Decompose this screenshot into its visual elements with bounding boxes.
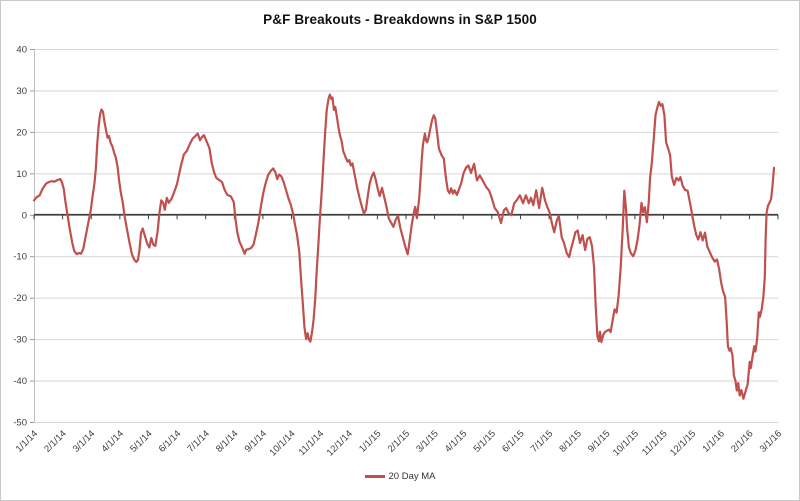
y-tick-label: 10 (16, 169, 27, 180)
x-tick-label: 12/1/15 (668, 428, 698, 458)
x-tick-label: 10/1/14 (267, 428, 297, 458)
x-tick-label: 10/1/15 (611, 428, 641, 458)
x-tick-label: 1/1/15 (357, 428, 383, 454)
x-tick-label: 12/1/14 (325, 428, 355, 458)
x-tick-label: 4/1/15 (443, 428, 469, 454)
y-tick-label: 20 (16, 127, 27, 138)
x-tick-label: 2/1/16 (729, 428, 755, 454)
x-tick-label: 1/1/14 (14, 428, 40, 454)
x-tick-label: 2/1/14 (42, 428, 68, 454)
y-tick-label: 30 (16, 86, 27, 97)
x-tick-label: 5/1/14 (128, 428, 154, 454)
y-tick-label: -20 (13, 293, 27, 304)
legend-line-swatch (364, 475, 385, 478)
x-tick-label: 7/1/14 (185, 428, 211, 454)
x-tick-label: 2/1/15 (386, 428, 412, 454)
x-tick-label: 6/1/15 (500, 428, 526, 454)
y-tick-label: 40 (16, 45, 27, 56)
x-tick-label: 8/1/15 (557, 428, 583, 454)
series-line-20-day-ma (32, 93, 776, 400)
x-tick-label: 9/1/15 (586, 428, 612, 454)
x-tick-label: 11/1/15 (640, 428, 670, 458)
x-tick-label: 9/1/14 (243, 428, 269, 454)
x-tick-label: 3/1/14 (71, 428, 97, 454)
x-tick-label: 4/1/14 (100, 428, 126, 454)
y-tick-label: -30 (13, 335, 27, 346)
y-tick-label: -50 (13, 418, 27, 429)
y-tick-label: 0 (22, 210, 27, 221)
x-tick-label: 7/1/15 (529, 428, 555, 454)
x-tick-label: 6/1/14 (157, 428, 183, 454)
y-tick-label: -40 (13, 376, 27, 387)
legend-label: 20 Day MA (388, 471, 436, 482)
x-tick-label: 8/1/14 (214, 428, 240, 454)
x-tick-label: 5/1/15 (472, 428, 498, 454)
x-tick-label: 1/1/16 (700, 428, 726, 454)
x-tick-label: 3/1/15 (414, 428, 440, 454)
y-tick-label: -10 (13, 252, 27, 263)
chart-title: P&F Breakouts - Breakdowns in S&P 1500 (263, 12, 537, 27)
x-tick-label: 3/1/16 (758, 428, 784, 454)
x-tick-label: 11/1/14 (297, 428, 327, 458)
legend: 20 Day MA (1, 471, 799, 482)
